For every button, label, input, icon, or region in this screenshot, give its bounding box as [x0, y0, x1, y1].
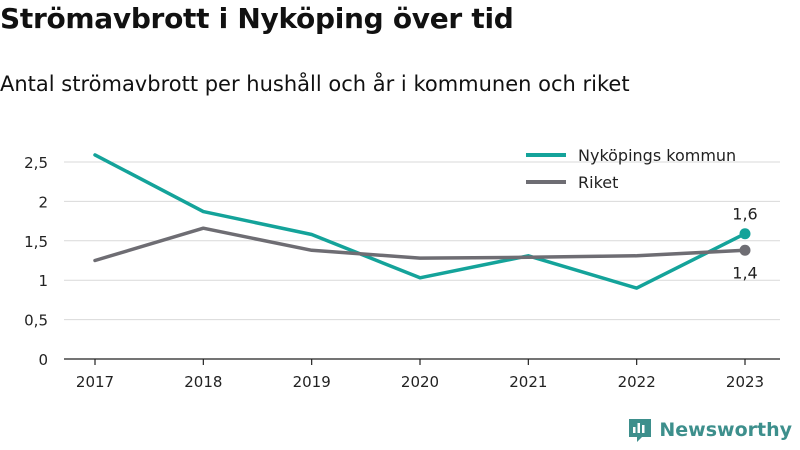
brand-logo: Newsworthy	[628, 418, 792, 442]
legend: Nyköpings kommun Riket	[526, 146, 736, 192]
chart-subtitle: Antal strömavbrott per hushåll och år i …	[0, 72, 630, 96]
series-end-label: 1,4	[732, 263, 757, 282]
y-tick-label: 1,5	[24, 233, 48, 251]
series-lines: 1,6 1,4	[93, 153, 758, 290]
legend-label: Riket	[578, 173, 618, 192]
grid-lines	[64, 161, 780, 321]
chart-title: Strömavbrott i Nyköping över tid	[0, 2, 514, 35]
x-axis: 2017 2018 2019 2020 2021 2022 2023	[64, 358, 780, 391]
brand-name: Newsworthy	[659, 419, 792, 441]
y-tick-label: 2	[38, 193, 48, 211]
y-tick-label: 1	[38, 272, 48, 290]
series-line	[93, 226, 747, 263]
x-tick-label: 2020	[401, 373, 439, 391]
y-tick-label: 2,5	[24, 154, 48, 172]
x-tick-label: 2022	[618, 373, 656, 391]
x-tick-label: 2018	[184, 373, 222, 391]
series-end-label: 1,6	[732, 205, 757, 224]
x-tick-label: 2017	[76, 373, 114, 391]
y-axis: 0 0,5 1 1,5 2 2,5	[24, 154, 48, 369]
y-tick-label: 0	[38, 351, 48, 369]
series-end-point	[739, 244, 751, 256]
x-tick-label: 2021	[509, 373, 547, 391]
newsworthy-icon	[629, 419, 652, 442]
x-tick-label: 2023	[726, 373, 764, 391]
y-tick-label: 0,5	[24, 312, 48, 330]
x-tick-label: 2019	[293, 373, 331, 391]
legend-label: Nyköpings kommun	[578, 146, 736, 165]
series-line	[93, 153, 747, 290]
series-end-point	[739, 228, 751, 240]
